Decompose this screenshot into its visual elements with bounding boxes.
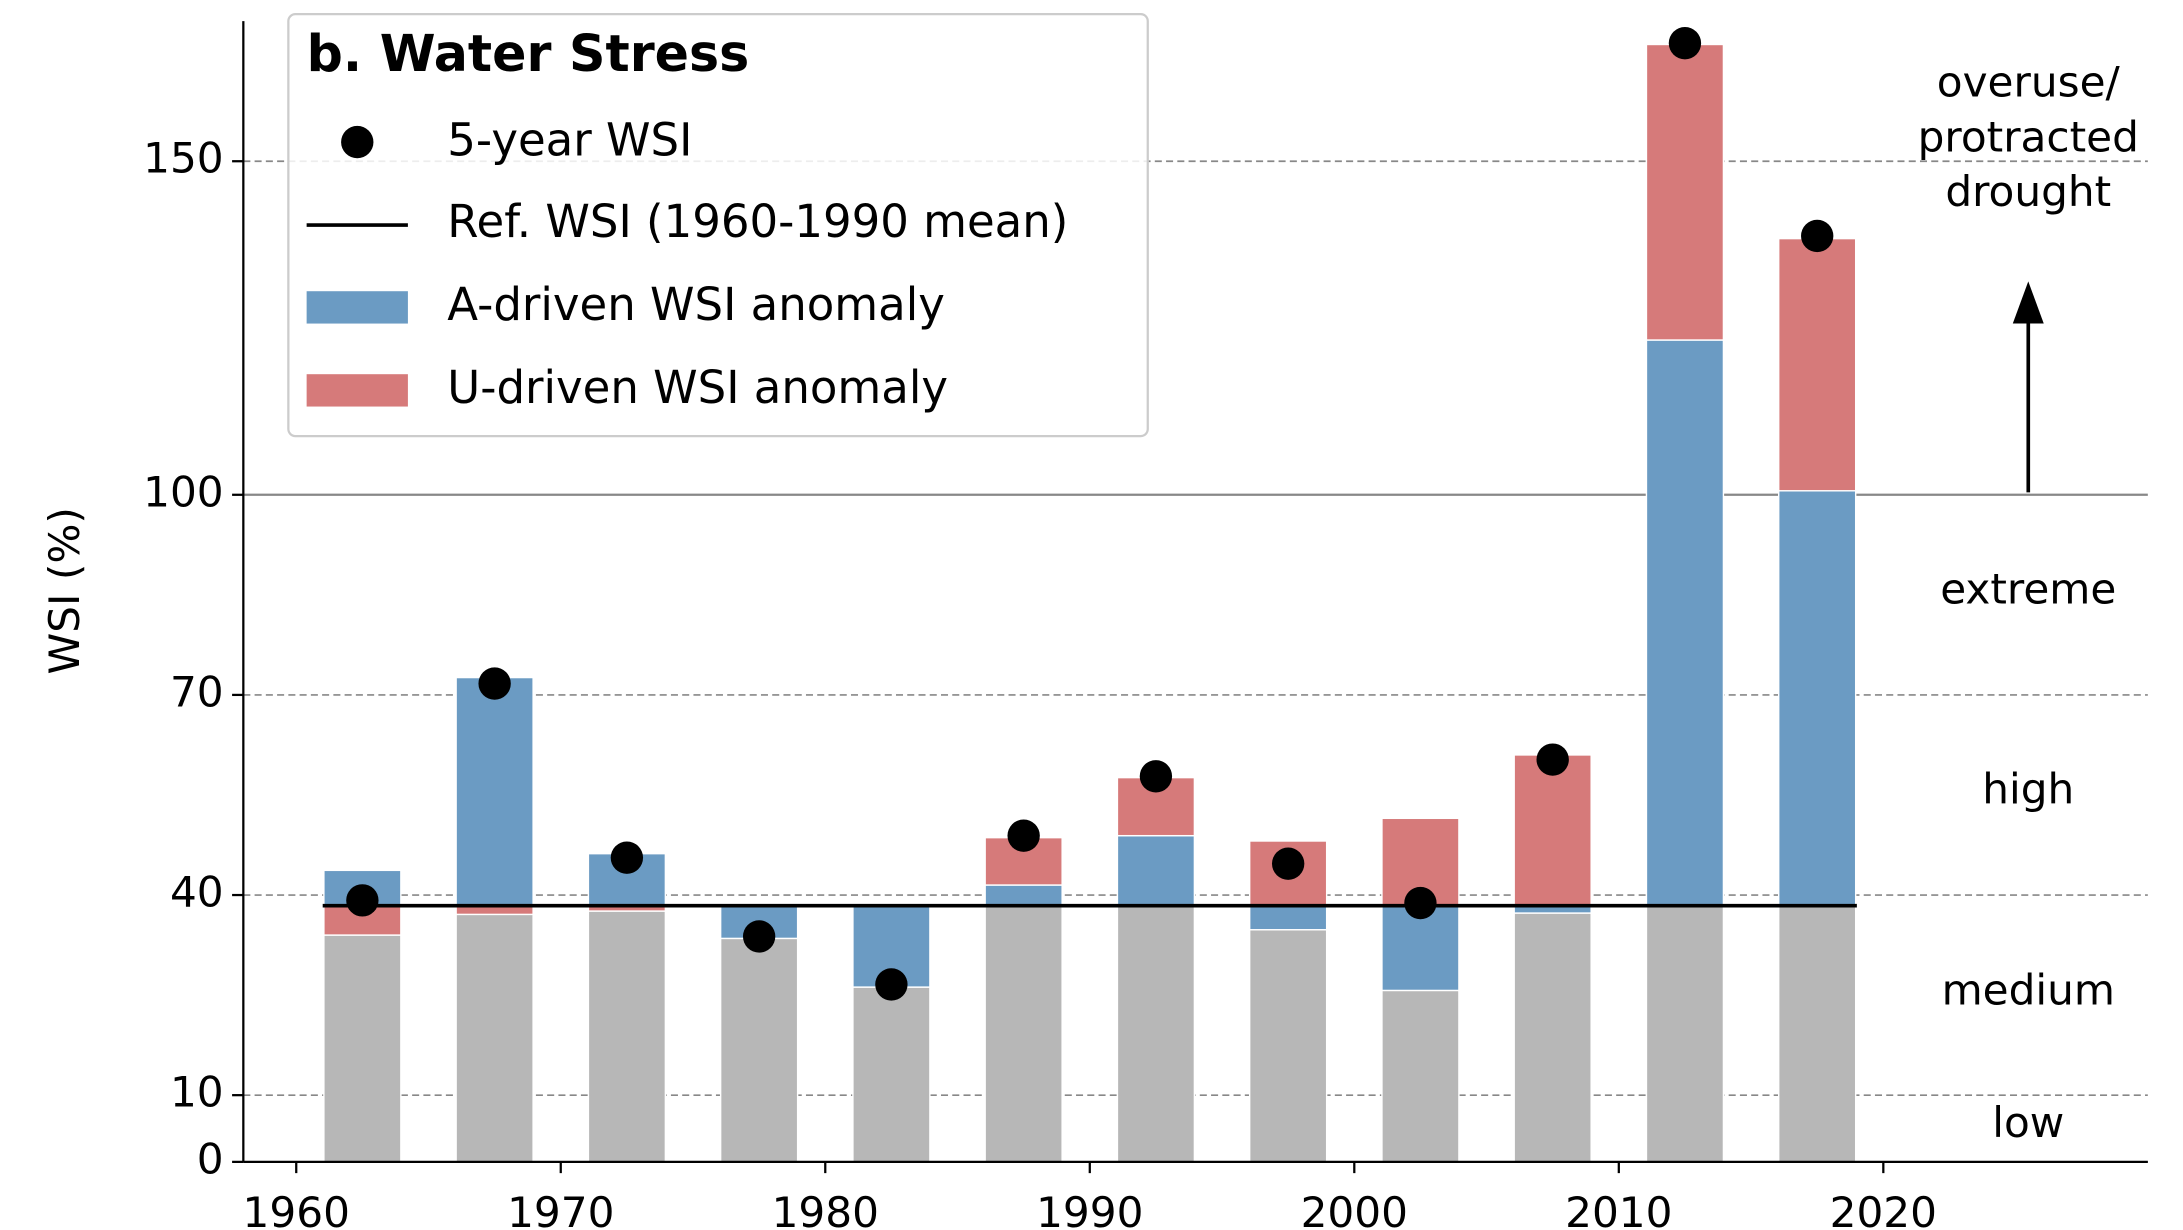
x-tick-label: 1990 xyxy=(1036,1188,1143,1230)
anomaly-bar xyxy=(1778,490,1857,907)
wsi-dot xyxy=(1139,760,1173,793)
wsi-dot xyxy=(1668,26,1702,60)
zone-label: high xyxy=(1982,764,2074,813)
base-bar xyxy=(1513,912,1592,1163)
anomaly-bar xyxy=(1116,834,1196,907)
anomaly-bar xyxy=(1778,237,1857,492)
x-tick-label: 2020 xyxy=(1830,1188,1937,1230)
base-bar xyxy=(1381,989,1460,1163)
y-tick-label: 100 xyxy=(143,467,224,516)
wsi-dot xyxy=(610,841,644,874)
legend-box xyxy=(287,12,1149,438)
legend-swatch xyxy=(306,291,408,324)
legend-swatch xyxy=(306,374,408,407)
y-tick-label: 0 xyxy=(197,1134,224,1183)
legend-label: A-driven WSI anomaly xyxy=(447,278,945,331)
wsi-dot xyxy=(875,968,908,1001)
legend-label: Ref. WSI (1960-1990 mean) xyxy=(447,195,1068,248)
anomaly-bar xyxy=(1645,339,1725,907)
wsi-dot xyxy=(1007,819,1040,852)
base-bar xyxy=(455,913,534,1163)
base-bar xyxy=(719,937,799,1163)
base-bar xyxy=(323,934,402,1163)
base-bar xyxy=(1116,905,1196,1163)
wsi-dot xyxy=(478,667,511,700)
y-tick-label: 150 xyxy=(143,134,224,183)
anomaly-bar xyxy=(1381,905,1460,992)
anomaly-bar xyxy=(1513,754,1592,907)
base-bar xyxy=(1778,905,1857,1163)
wsi-dot xyxy=(1271,847,1305,880)
zone-label: medium xyxy=(1942,966,2115,1015)
anomaly-bar xyxy=(1645,43,1725,341)
wsi-dot xyxy=(1404,886,1437,920)
y-axis-label: WSI (%) xyxy=(40,507,89,674)
anomaly-bar xyxy=(455,676,534,907)
wsi-dot xyxy=(742,920,776,953)
x-tick-label: 2000 xyxy=(1301,1188,1408,1230)
base-bar xyxy=(1248,929,1328,1163)
x-tick-label: 2010 xyxy=(1565,1188,1672,1230)
anomaly-bar xyxy=(984,884,1063,907)
base-bar xyxy=(1645,905,1725,1163)
legend-title: b. Water Stress xyxy=(307,24,750,83)
zone-label: overuse/protracted drought xyxy=(1918,57,2139,216)
y-tick-label: 10 xyxy=(170,1068,224,1117)
base-bar xyxy=(587,910,667,1163)
arrow-head xyxy=(2012,281,2044,324)
wsi-dot xyxy=(346,884,379,917)
wsi-dot xyxy=(1536,743,1569,776)
y-tick-label: 40 xyxy=(170,868,224,917)
x-tick-label: 1970 xyxy=(507,1188,614,1230)
x-tick-label: 1960 xyxy=(243,1188,350,1230)
legend-label: 5-year WSI xyxy=(447,114,692,167)
anomaly-bar xyxy=(1248,905,1328,931)
zone-label: extreme xyxy=(1940,565,2116,614)
base-bar xyxy=(984,905,1063,1163)
wsi-dot xyxy=(1801,219,1834,253)
x-tick-label: 1980 xyxy=(772,1188,879,1230)
y-tick-label: 70 xyxy=(170,667,224,716)
zone-label: low xyxy=(1992,1098,2064,1147)
legend-label: U-driven WSI anomaly xyxy=(447,361,948,414)
base-bar xyxy=(852,986,931,1163)
legend-dot xyxy=(341,125,374,159)
